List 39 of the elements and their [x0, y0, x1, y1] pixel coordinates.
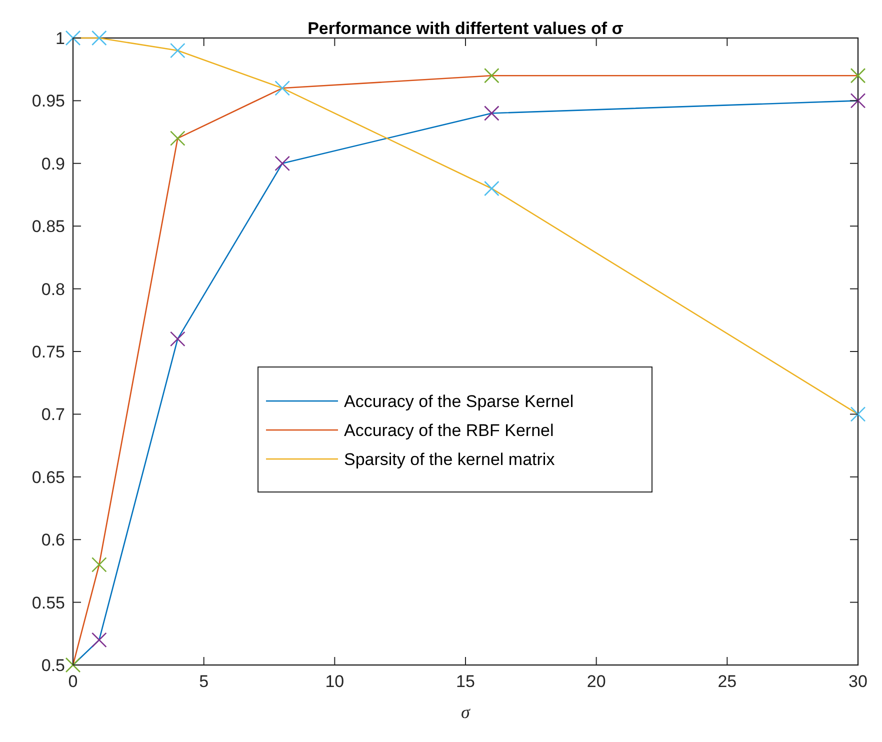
point [65, 657, 81, 673]
legend-label: Accuracy of the Sparse Kernel [344, 392, 574, 411]
y-tick-label: 0.75 [32, 342, 65, 362]
y-tick-label: 0.55 [32, 593, 65, 612]
x-tick-label: 30 [848, 672, 868, 691]
y-tick-label: 0.6 [41, 530, 65, 550]
point [274, 156, 290, 172]
point [850, 406, 866, 422]
point [92, 30, 107, 46]
x-tick-label: 0 [68, 672, 78, 691]
legend-label: Accuracy of the RBF Kernel [344, 421, 554, 440]
x-tick-label: 5 [199, 672, 209, 691]
point [850, 68, 866, 84]
x-tick-label: 10 [325, 672, 344, 691]
y-tick-label: 0.7 [41, 405, 65, 424]
point [484, 68, 500, 84]
point [484, 106, 500, 121]
y-tick-label: 0.9 [41, 154, 65, 174]
x-tick-label: 20 [586, 672, 606, 691]
point [170, 130, 186, 146]
y-tick-label: 0.5 [41, 656, 65, 675]
point [170, 42, 186, 58]
chart-title: Performance with differtent values of σ [308, 19, 624, 38]
y-tick-label: 0.95 [32, 92, 65, 111]
point [850, 93, 866, 108]
x-tick-label: 25 [718, 672, 737, 691]
x-axis-title: σ [461, 702, 472, 722]
y-tick-label: 0.8 [41, 280, 65, 299]
point [92, 632, 107, 648]
x-tick-label: 15 [456, 672, 475, 691]
point [92, 557, 107, 572]
legend-label: Sparsity of the kernel matrix [344, 450, 556, 469]
point [274, 80, 290, 96]
point [65, 30, 81, 46]
y-tick-label: 1 [56, 29, 65, 48]
y-tick-label: 0.65 [32, 468, 65, 487]
point [484, 180, 500, 196]
point [170, 331, 186, 347]
y-tick-label: 0.85 [32, 217, 65, 236]
